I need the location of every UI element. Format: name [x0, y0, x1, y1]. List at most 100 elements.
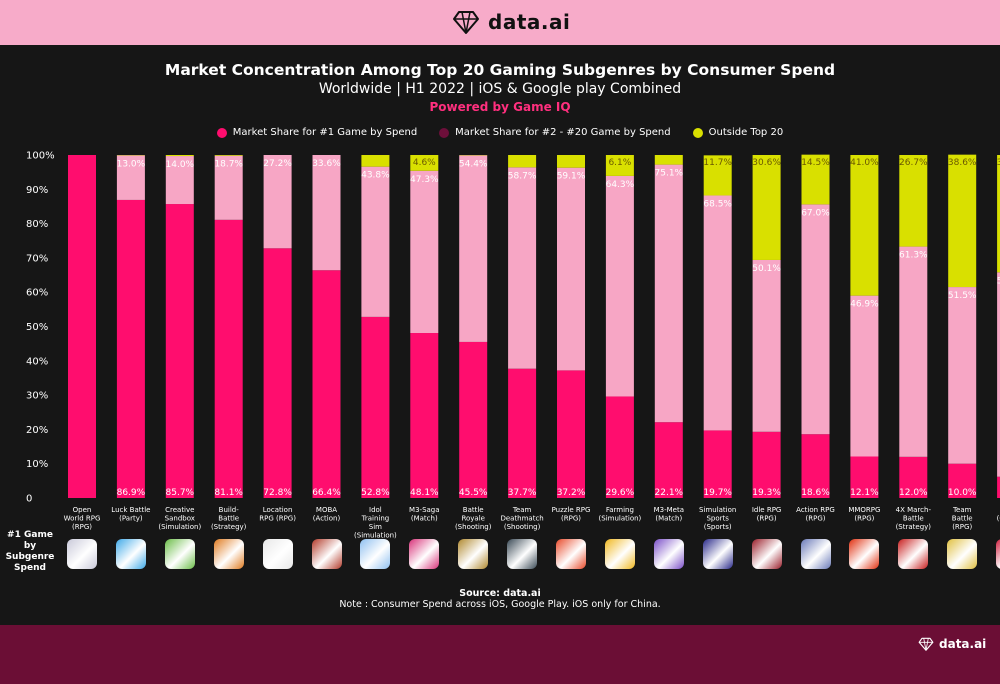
data-label-outside: 34.2%: [997, 158, 1000, 168]
brand-logo-small: data.ai: [918, 636, 986, 652]
gardenscapes-icon: [604, 539, 635, 569]
y-tick-label: 10%: [26, 459, 48, 470]
piggy-go-icon: [115, 539, 146, 569]
chart-header: Market Concentration Among Top 20 Gaming…: [0, 60, 1000, 116]
data-label-rest: 54.4%: [459, 159, 488, 169]
data-label-outside: 30.6%: [752, 158, 781, 168]
data-label-top1: 48.1%: [410, 488, 439, 498]
bar-segment-1: [850, 456, 879, 498]
data-label-top1: 66.4%: [312, 488, 341, 498]
category-label: (RPG): [854, 515, 874, 523]
diamond-logo-icon: [453, 11, 479, 34]
data-label-rest: 59.1%: [557, 172, 586, 182]
bar-segment-3: [899, 155, 928, 247]
data-label-top1: 19.7%: [703, 488, 732, 498]
pokemon-go-icon: [262, 539, 293, 569]
fate-grand-order-icon: [947, 539, 978, 569]
category-label: Luck Battle: [111, 506, 150, 514]
category-label: Royale: [461, 515, 485, 523]
data-label-top1: 12.1%: [850, 488, 879, 498]
category-label: Deathmatch: [500, 515, 543, 523]
data-label-outside: 14.5%: [801, 158, 830, 168]
bar-segment-1: [899, 456, 928, 498]
brand-name-small: data.ai: [939, 637, 987, 651]
data-label-top1: 52.8%: [361, 488, 390, 498]
data-label-outside: 11.7%: [703, 158, 732, 168]
bar-segment-3: [654, 155, 683, 165]
data-label-rest: 43.8%: [361, 171, 390, 181]
y-tick-label: 0: [26, 494, 32, 505]
category-label: (Match): [411, 515, 438, 523]
legend-item-top1: Market Share for #1 Game by Spend: [216, 127, 417, 138]
side-label: #1 Game by Subgenre Spend: [5, 530, 55, 573]
data-label-rest: 47.3%: [410, 175, 439, 185]
category-label: (Strategy): [896, 523, 932, 531]
category-label: Idol: [369, 506, 382, 514]
bar-segment-2: [703, 195, 732, 431]
category-label: (Shooting): [504, 523, 541, 531]
category-label: Action RPG: [796, 506, 835, 514]
category-label: (Action): [313, 515, 341, 523]
category-label: (Simulation): [158, 523, 201, 531]
category-label: (RPG): [72, 523, 92, 531]
bottom-banner: [0, 625, 1000, 684]
bar-segment-2: [801, 204, 830, 435]
pro-baseball-spirits-icon: [702, 539, 733, 569]
slotomania-icon: [996, 539, 1000, 569]
stacked-bar-chart: 0 10% 20% 30% 40% 50% 60% 70% 80% 90% 100% OpenWorl…: [26, 151, 1000, 540]
bar-segment-2: [605, 175, 634, 397]
uma-musume-icon: [360, 539, 391, 569]
category-label: (RPG): [806, 515, 826, 523]
category-label: Farming: [606, 506, 634, 514]
y-tick-label: 100%: [26, 151, 55, 162]
y-tick-label: 40%: [26, 356, 48, 367]
category-label: Puzzle RPG: [552, 506, 591, 514]
data-label-rest: 67.0%: [801, 208, 830, 218]
data-label-top1: 81.1%: [214, 488, 243, 498]
footer-source: Source: data.ai Note : Consumer Spend ac…: [0, 588, 1000, 610]
y-tick-label: 70%: [26, 253, 48, 264]
bar-segment-1: [165, 204, 194, 498]
bar-segment-3: [557, 155, 585, 168]
bar-segment-1: [459, 341, 488, 498]
bar-segment-2: [557, 167, 585, 371]
brand-logo: data.ai: [452, 7, 570, 37]
bar-segment-1: [312, 270, 341, 498]
data-label-top1: 72.8%: [263, 488, 292, 498]
mobile-legends-icon: [311, 539, 342, 569]
data-label-top1: 37.2%: [557, 488, 586, 498]
y-tick-label: 20%: [26, 425, 48, 436]
bar-segment-2: [508, 167, 537, 369]
roblox-icon: [164, 539, 195, 569]
bar-segment-1: [116, 199, 145, 499]
action-rpg-game-icon: [800, 539, 831, 569]
category-label: Battle: [903, 515, 924, 523]
legend-dot-outside: [692, 127, 703, 138]
data-label-rest: 27.2%: [263, 159, 292, 169]
bar-segment-2: [312, 155, 341, 271]
chart-subtitle: Worldwide | H1 2022 | iOS & Google play …: [318, 81, 682, 97]
genshin-impact-icon: [67, 539, 97, 569]
data-label-top1: 12.0%: [899, 488, 928, 498]
category-label: Training: [361, 515, 390, 523]
bar-segment-1: [997, 476, 1000, 498]
game-icons-row: [0, 538, 1000, 572]
monster-strike-icon: [556, 539, 586, 569]
category-label: Location: [263, 506, 293, 514]
category-label: (RPG): [561, 515, 581, 523]
category-label: Battle: [218, 515, 239, 523]
bar-segment-1: [752, 431, 781, 498]
data-label-outside: 41.0%: [850, 158, 879, 168]
data-label-top1: 29.6%: [606, 488, 635, 498]
category-label: RPG (RPG): [259, 515, 296, 523]
data-label-rest: 58.7%: [508, 171, 537, 181]
data-label-outside: 4.6%: [413, 158, 436, 168]
bar-segment-1: [654, 422, 683, 498]
mmorpg-game-icon: [849, 539, 880, 569]
category-label: (Shooting): [455, 523, 492, 531]
category-label: Team: [512, 506, 532, 514]
bar-segment-3: [801, 154, 830, 205]
category-label: Simulation: [699, 506, 736, 514]
bar-segment-2: [116, 155, 145, 200]
y-tick-label: 60%: [26, 288, 48, 299]
